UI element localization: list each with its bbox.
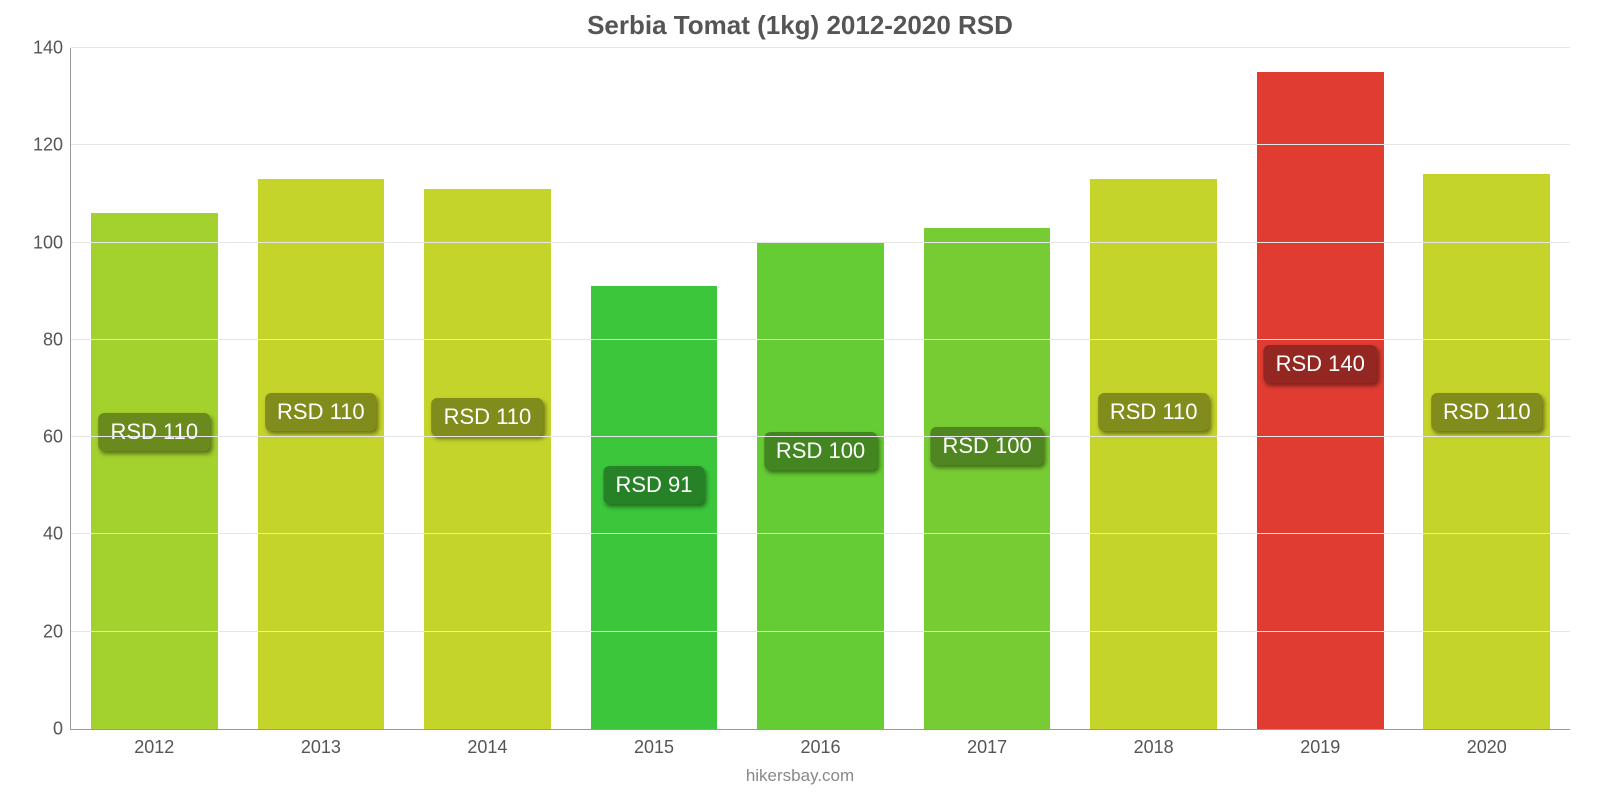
attribution-text: hikersbay.com: [0, 766, 1600, 786]
gridline: [71, 436, 1570, 437]
bar-value-label: RSD 100: [764, 432, 877, 470]
bar-slot: RSD 912015: [571, 48, 738, 729]
chart-title: Serbia Tomat (1kg) 2012-2020 RSD: [0, 10, 1600, 41]
x-axis-tick-label: 2012: [134, 729, 174, 758]
x-axis-tick-label: 2016: [801, 729, 841, 758]
bar-slot: RSD 1102014: [404, 48, 571, 729]
bar-slot: RSD 1102018: [1070, 48, 1237, 729]
bar-slot: RSD 1002016: [737, 48, 904, 729]
gridline: [71, 47, 1570, 48]
plot-area: RSD 1102012RSD 1102013RSD 1102014RSD 912…: [70, 48, 1570, 730]
bar: [1423, 174, 1550, 729]
bar-slot: RSD 1102013: [238, 48, 405, 729]
bar-value-label: RSD 110: [265, 393, 377, 431]
y-axis-tick-label: 120: [33, 135, 71, 156]
y-axis-tick-label: 0: [53, 719, 71, 740]
bar: [757, 243, 884, 729]
gridline: [71, 144, 1570, 145]
bar-value-label: RSD 91: [603, 466, 704, 504]
x-axis-tick-label: 2015: [634, 729, 674, 758]
y-axis-tick-label: 140: [33, 38, 71, 59]
bar-value-label: RSD 110: [432, 398, 544, 436]
x-axis-tick-label: 2013: [301, 729, 341, 758]
bar: [1090, 179, 1217, 729]
bar-chart: Serbia Tomat (1kg) 2012-2020 RSD RSD 110…: [0, 0, 1600, 800]
bars-container: RSD 1102012RSD 1102013RSD 1102014RSD 912…: [71, 48, 1570, 729]
gridline: [71, 339, 1570, 340]
x-axis-tick-label: 2020: [1467, 729, 1507, 758]
x-axis-tick-label: 2018: [1134, 729, 1174, 758]
gridline: [71, 533, 1570, 534]
x-axis-tick-label: 2017: [967, 729, 1007, 758]
bar-slot: RSD 1102012: [71, 48, 238, 729]
bar-value-label: RSD 100: [930, 427, 1043, 465]
bar-value-label: RSD 140: [1264, 345, 1377, 383]
y-axis-tick-label: 40: [43, 524, 71, 545]
bar-value-label: RSD 110: [98, 413, 210, 451]
bar: [91, 213, 218, 729]
bar: [424, 189, 551, 729]
bar-slot: RSD 1102020: [1404, 48, 1571, 729]
bar-slot: RSD 1402019: [1237, 48, 1404, 729]
y-axis-tick-label: 100: [33, 232, 71, 253]
y-axis-tick-label: 20: [43, 621, 71, 642]
bar: [258, 179, 385, 729]
y-axis-tick-label: 60: [43, 427, 71, 448]
x-axis-tick-label: 2019: [1300, 729, 1340, 758]
bar-value-label: RSD 110: [1098, 393, 1210, 431]
bar-slot: RSD 1002017: [904, 48, 1071, 729]
x-axis-tick-label: 2014: [467, 729, 507, 758]
y-axis-tick-label: 80: [43, 329, 71, 350]
gridline: [71, 242, 1570, 243]
bar-value-label: RSD 110: [1431, 393, 1543, 431]
bar: [591, 286, 718, 729]
gridline: [71, 631, 1570, 632]
bar: [924, 228, 1051, 729]
